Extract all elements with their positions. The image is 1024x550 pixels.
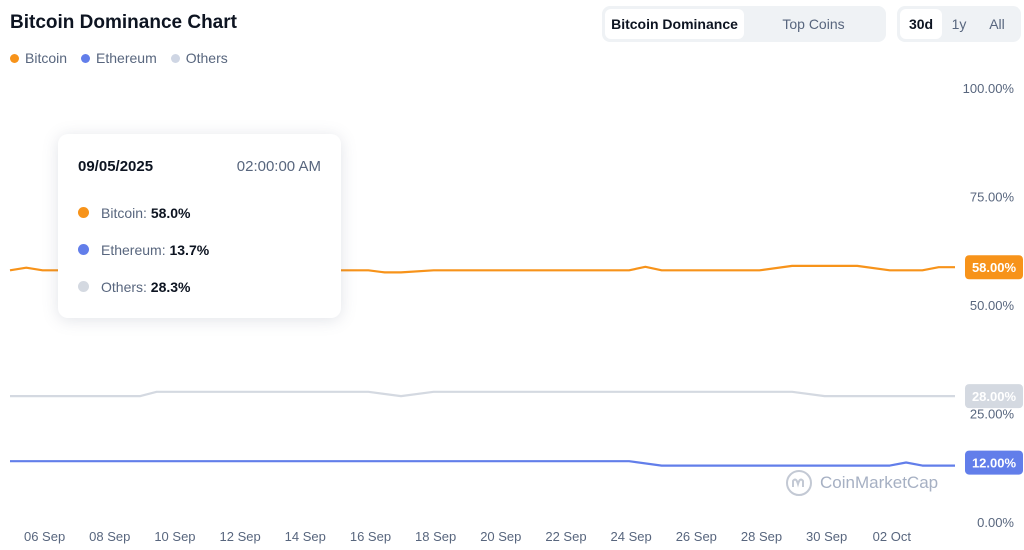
legend-item-ethereum[interactable]: Ethereum — [81, 50, 157, 66]
x-tick-label: 30 Sep — [806, 529, 847, 544]
y-tick-label: 100.00% — [963, 81, 1015, 96]
ethereum-line — [10, 460, 955, 467]
value-badge-label: 58.00% — [972, 260, 1017, 275]
x-tick-label: 18 Sep — [415, 529, 456, 544]
others-dot-icon — [170, 53, 180, 63]
legend-label: Others — [185, 50, 228, 66]
range-all-button[interactable]: All — [989, 16, 1005, 32]
time-range-selector: 30d 1y All — [897, 6, 1021, 42]
tooltip-date: 09/05/2025 — [78, 158, 154, 175]
watermark-text: CoinMarketCap — [820, 473, 939, 492]
chart-title: Bitcoin Dominance Chart — [10, 12, 237, 33]
tooltip-row-others: Others: 28.3% — [78, 268, 321, 305]
x-tick-label: 12 Sep — [220, 529, 261, 544]
coinmarketcap-logo-icon — [786, 470, 812, 496]
others-value-badge: 28.00% — [965, 384, 1023, 409]
tooltip-label: Others: 28.3% — [101, 278, 191, 295]
x-tick-label: 10 Sep — [154, 529, 195, 544]
legend-item-bitcoin[interactable]: Bitcoin — [10, 50, 67, 66]
tooltip-row-ethereum: Ethereum: 13.7% — [78, 231, 321, 268]
ethereum-dot-icon — [81, 53, 91, 63]
range-1y-button[interactable]: 1y — [951, 16, 967, 32]
legend-item-others[interactable]: Others — [170, 50, 228, 66]
tooltip-label: Ethereum: 13.7% — [101, 241, 210, 258]
range-30d-button[interactable]: 30d — [900, 9, 942, 39]
y-tick-label: 25.00% — [970, 407, 1015, 422]
value-badge-label: 12.00% — [972, 456, 1017, 471]
x-tick-label: 24 Sep — [611, 529, 652, 544]
legend-label: Bitcoin — [25, 50, 68, 66]
tab-top-coins[interactable]: Top Coins — [782, 16, 845, 32]
x-tick-label: 28 Sep — [741, 529, 782, 544]
x-tick-label: 20 Sep — [480, 529, 521, 544]
x-tick-label: 16 Sep — [350, 529, 391, 544]
x-tick-label: 26 Sep — [676, 529, 717, 544]
y-tick-label: 0.00% — [977, 515, 1014, 530]
tab-bitcoin-dominance[interactable]: Bitcoin Dominance — [605, 9, 744, 39]
coinmarketcap-watermark: CoinMarketCap — [786, 470, 938, 496]
y-tick-label: 50.00% — [970, 298, 1015, 313]
tooltip-row-bitcoin: Bitcoin: 58.0% — [78, 194, 321, 231]
others-dot-icon — [78, 281, 89, 292]
tooltip-label: Bitcoin: 58.0% — [101, 204, 191, 221]
tooltip-time: 02:00:00 AM — [236, 158, 321, 175]
chart-tooltip: 09/05/2025 02:00:00 AM Bitcoin: 58.0% Et… — [58, 134, 341, 318]
legend-label: Ethereum — [96, 50, 157, 66]
chart-tabs: Bitcoin Dominance Top Coins — [602, 6, 886, 42]
value-badge-label: 28.00% — [972, 389, 1017, 404]
legend: Bitcoin Ethereum Others — [10, 50, 228, 66]
x-tick-label: 08 Sep — [89, 529, 130, 544]
y-tick-label: 75.00% — [970, 190, 1015, 205]
x-tick-label: 06 Sep — [24, 529, 65, 544]
bitcoin-dot-icon — [78, 207, 89, 218]
x-tick-label: 22 Sep — [545, 529, 586, 544]
bitcoin-value-badge: 58.00% — [965, 255, 1023, 280]
bitcoin-dot-icon — [10, 53, 19, 63]
others-line — [10, 390, 955, 398]
x-tick-label: 14 Sep — [285, 529, 326, 544]
ethereum-value-badge: 12.00% — [965, 450, 1023, 475]
ethereum-dot-icon — [78, 244, 89, 255]
x-tick-label: 02 Oct — [873, 529, 912, 544]
